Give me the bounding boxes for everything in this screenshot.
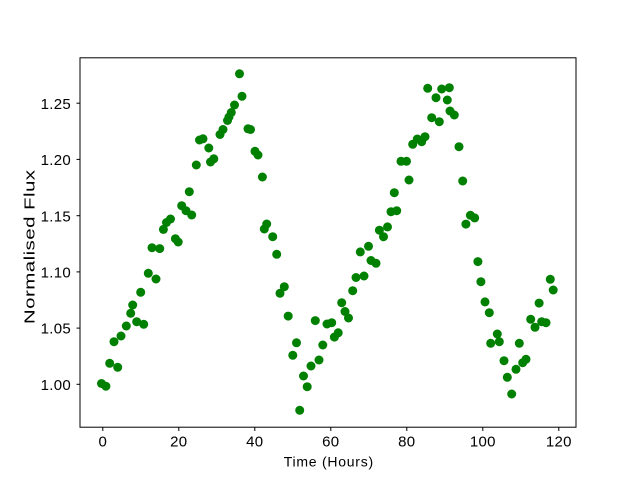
svg-text:60: 60 xyxy=(322,434,339,451)
svg-text:Time (Hours): Time (Hours) xyxy=(284,454,374,470)
svg-text:1.00: 1.00 xyxy=(41,377,71,394)
svg-text:0: 0 xyxy=(98,434,107,451)
svg-text:40: 40 xyxy=(246,434,263,451)
svg-text:1.05: 1.05 xyxy=(41,321,71,338)
svg-text:1.10: 1.10 xyxy=(41,265,71,282)
svg-text:20: 20 xyxy=(170,434,187,451)
svg-text:1.15: 1.15 xyxy=(41,208,71,225)
svg-text:80: 80 xyxy=(398,434,415,451)
svg-text:1.25: 1.25 xyxy=(41,96,71,113)
svg-text:1.20: 1.20 xyxy=(41,152,71,169)
svg-text:100: 100 xyxy=(470,434,496,451)
svg-text:Normalised Flux: Normalised Flux xyxy=(21,170,38,325)
svg-text:120: 120 xyxy=(546,434,572,451)
